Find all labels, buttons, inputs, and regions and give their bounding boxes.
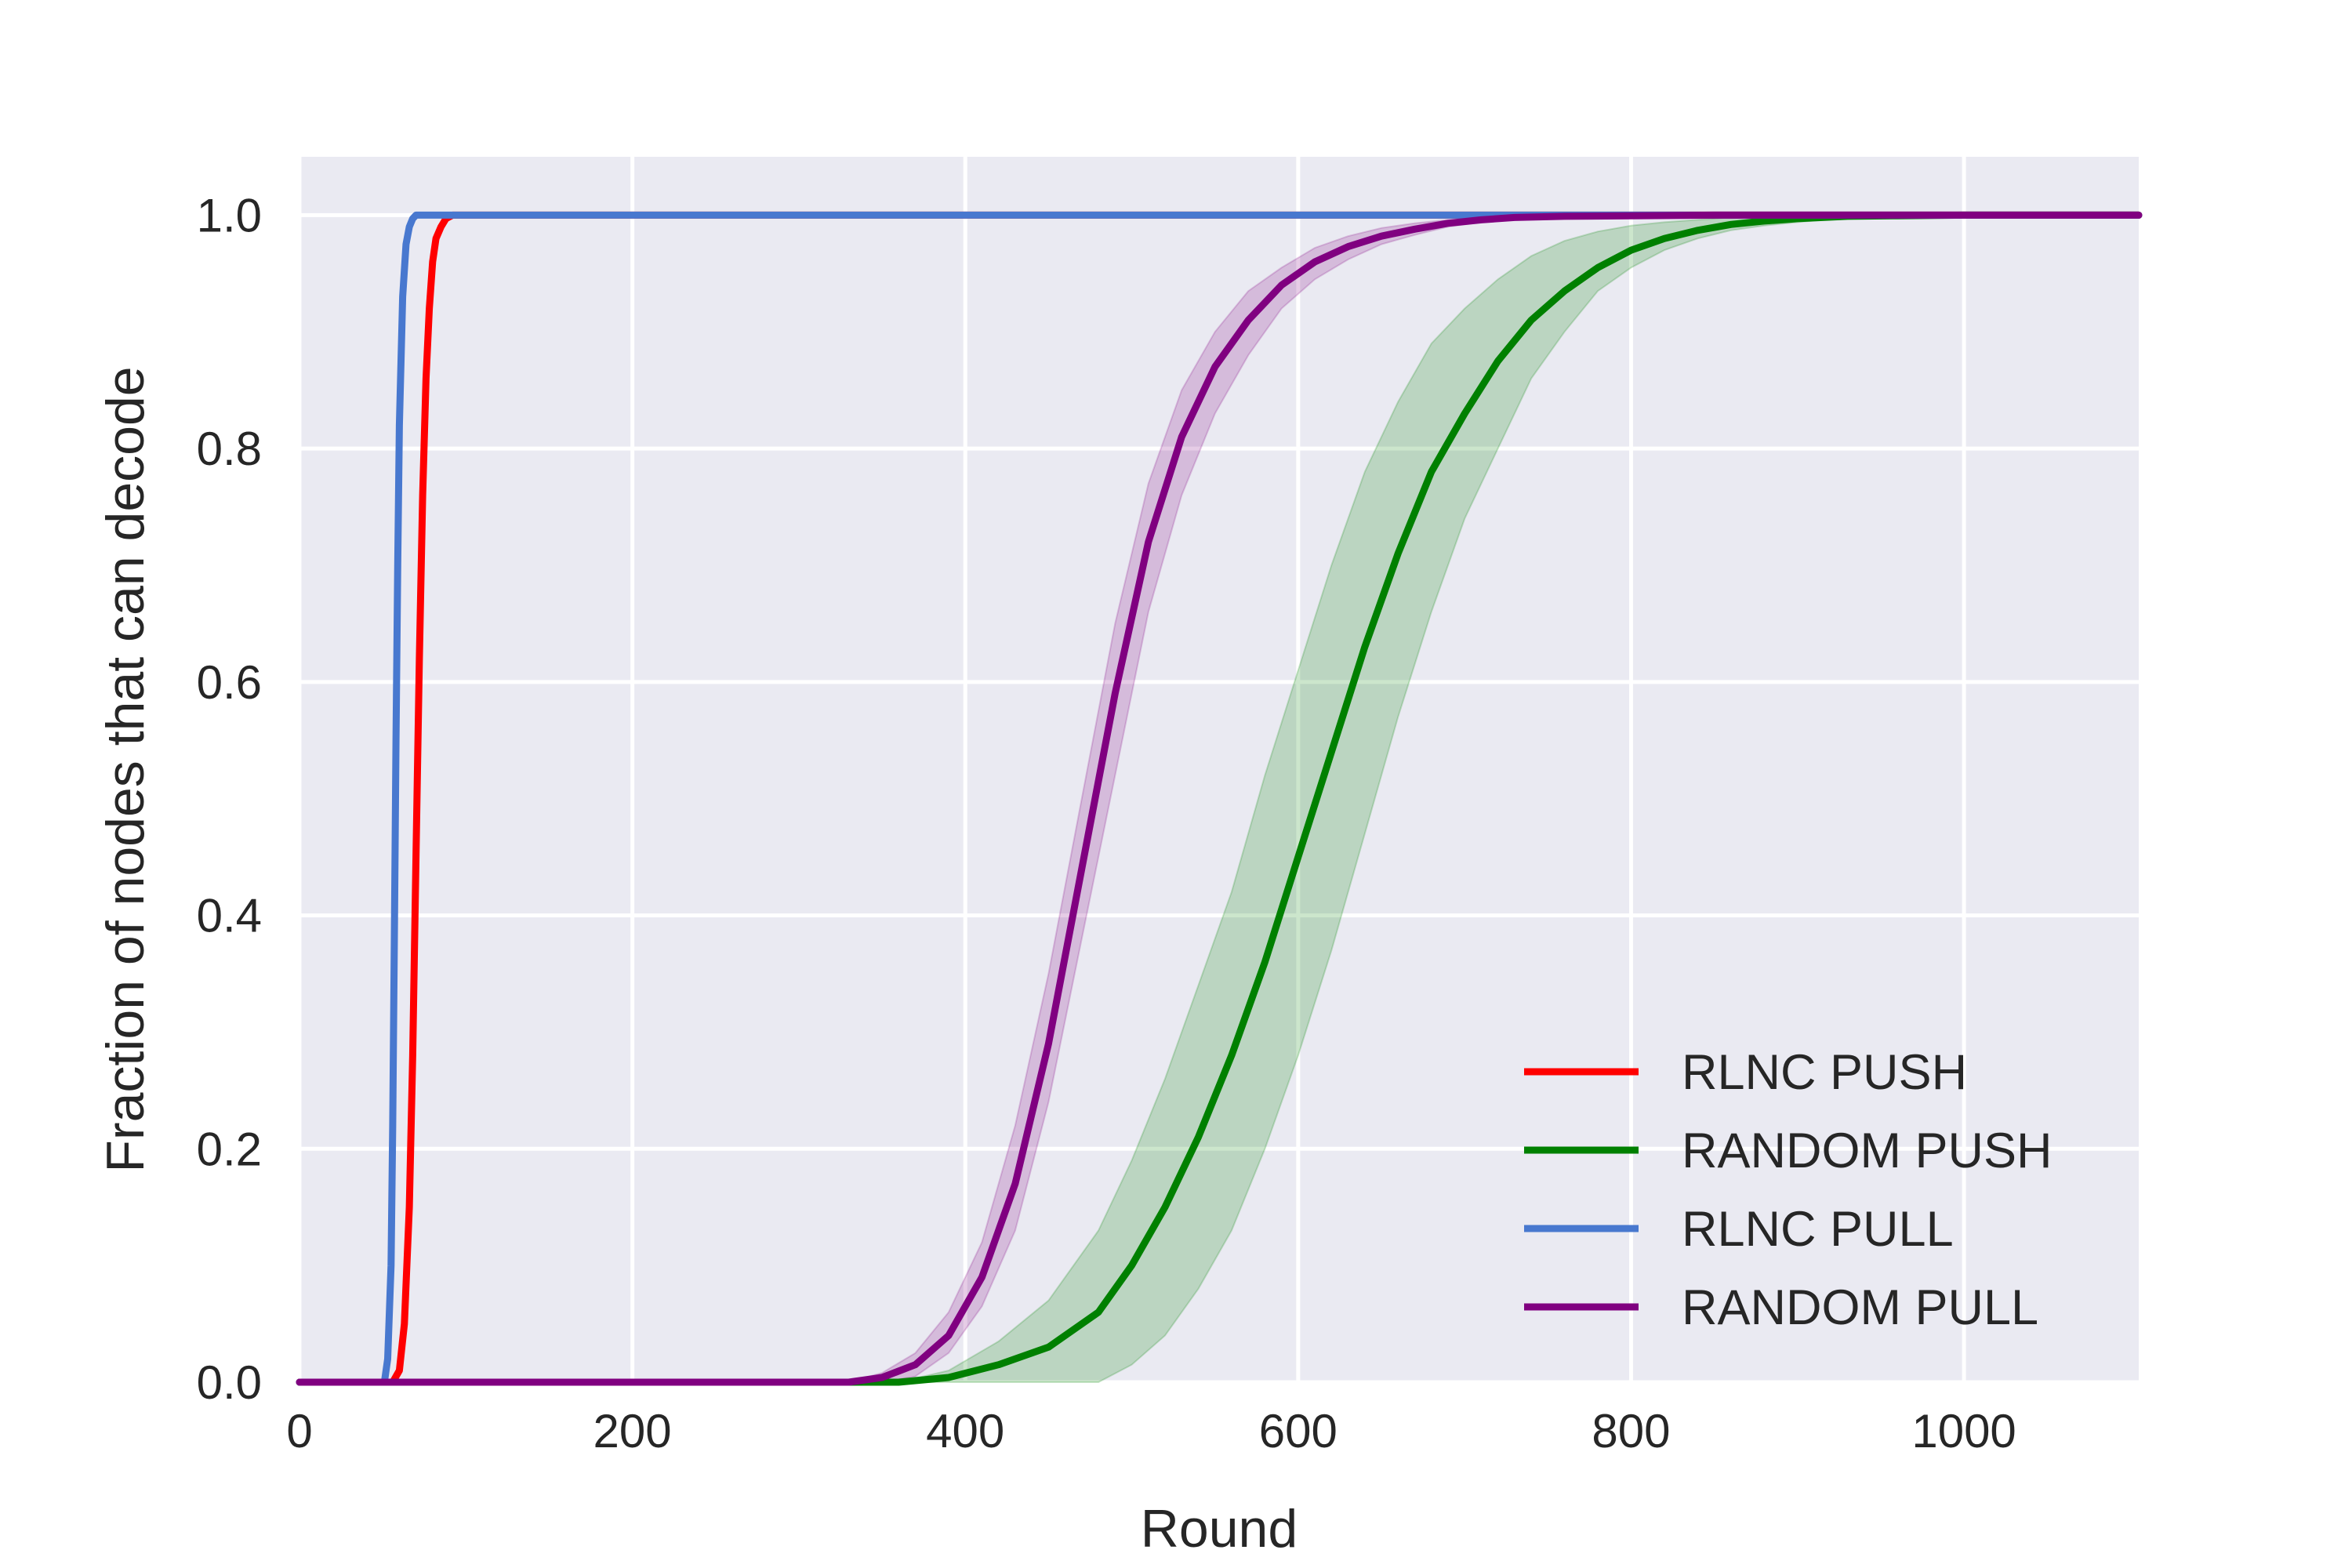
random-push-line — [296, 211, 2143, 1386]
x-tick-label: 800 — [1592, 1405, 1670, 1457]
y-tick-label: 0.2 — [197, 1123, 262, 1175]
rlnc-push-line — [296, 211, 2143, 1386]
legend-label-random-pull: RANDOM PULL — [1682, 1280, 2038, 1335]
x-tick-label: 200 — [593, 1405, 672, 1457]
x-tick-label: 400 — [926, 1405, 1004, 1457]
x-tick-label: 0 — [286, 1405, 312, 1457]
x-axis-ticks: 0 200 400 600 800 1000 — [286, 1405, 2016, 1457]
legend-label-rlnc-push: RLNC PUSH — [1682, 1045, 1967, 1100]
x-axis-title: Round — [1141, 1499, 1298, 1559]
random-push-band — [299, 214, 2139, 1383]
x-tick-label: 600 — [1259, 1405, 1338, 1457]
grid-lines — [297, 157, 2139, 1385]
legend-label-random-push: RANDOM PUSH — [1682, 1123, 2053, 1178]
series-lines — [296, 211, 2143, 1386]
rlnc-pull-line — [296, 211, 2143, 1386]
y-tick-label: 0.4 — [197, 890, 262, 942]
y-tick-label: 0.0 — [197, 1356, 262, 1409]
y-tick-label: 0.6 — [197, 656, 262, 709]
confidence-bands — [299, 214, 2139, 1383]
y-tick-label: 1.0 — [197, 189, 262, 241]
y-axis-title: Fraction of nodes that can decode — [96, 366, 155, 1172]
legend-label-rlnc-pull: RLNC PULL — [1682, 1202, 1954, 1257]
random-pull-line — [296, 211, 2143, 1386]
y-axis-ticks: 0.0 0.2 0.4 0.6 0.8 1.0 — [197, 189, 262, 1409]
x-tick-label: 1000 — [1911, 1405, 2016, 1457]
random-pull-band — [299, 214, 2139, 1383]
legend: RLNC PUSH RANDOM PUSH RLNC PULL RANDOM PULL — [1524, 1045, 2053, 1335]
y-tick-label: 0.8 — [197, 423, 262, 475]
